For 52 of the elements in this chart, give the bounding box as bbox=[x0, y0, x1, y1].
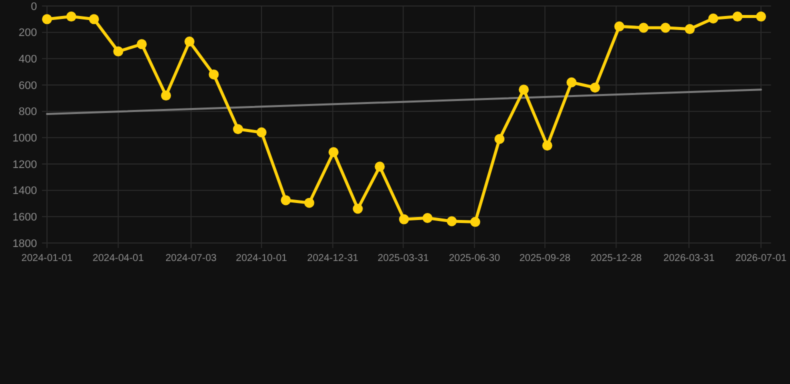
point bbox=[233, 124, 244, 134]
point bbox=[304, 198, 314, 208]
point bbox=[494, 134, 505, 144]
point bbox=[684, 24, 695, 34]
point bbox=[590, 82, 600, 93]
point bbox=[88, 14, 99, 24]
y-tick-label: 600 bbox=[18, 80, 37, 92]
x-tick-label: 2025-03-31 bbox=[378, 253, 430, 264]
y-tick-label: 1600 bbox=[12, 212, 37, 224]
point bbox=[446, 216, 457, 226]
y-tick-label: 0 bbox=[30, 0, 37, 13]
y-tick-label: 200 bbox=[18, 27, 37, 40]
y-tick-label: 1400 bbox=[12, 185, 37, 198]
point bbox=[542, 140, 552, 151]
x-tick-label: 2025-06-30 bbox=[448, 253, 500, 264]
y-tick-label: 1800 bbox=[12, 238, 37, 250]
point bbox=[352, 204, 363, 214]
x-tick-label: 2024-10-01 bbox=[236, 253, 288, 264]
point bbox=[566, 77, 577, 88]
x-tick-label: 2025-12-28 bbox=[590, 253, 642, 264]
point bbox=[470, 216, 480, 227]
point bbox=[732, 12, 743, 22]
x-tick-label: 2024-07-03 bbox=[165, 253, 218, 264]
point bbox=[184, 36, 194, 47]
point bbox=[518, 84, 529, 95]
point bbox=[708, 14, 718, 24]
y-tick-label: 1000 bbox=[12, 132, 37, 145]
x-tick-label: 2025-09-28 bbox=[519, 253, 571, 264]
y-tick-label: 400 bbox=[18, 54, 37, 66]
point bbox=[399, 214, 409, 224]
y-tick-label: 1200 bbox=[12, 158, 37, 171]
point bbox=[42, 14, 52, 24]
point bbox=[328, 147, 339, 158]
x-tick-label: 2024-01-01 bbox=[21, 253, 74, 264]
point bbox=[660, 22, 670, 33]
point bbox=[638, 22, 649, 33]
point bbox=[256, 127, 267, 138]
point bbox=[208, 69, 219, 80]
point bbox=[280, 195, 291, 206]
x-tick-label: 2026-07-01 bbox=[735, 253, 788, 264]
point bbox=[113, 46, 124, 56]
x-tick-label: 2024-12-31 bbox=[307, 253, 359, 264]
x-tick-label: 2026-03-31 bbox=[663, 253, 715, 264]
y-tick-label: 800 bbox=[18, 106, 37, 118]
point bbox=[136, 39, 147, 50]
point bbox=[756, 12, 766, 22]
point bbox=[614, 21, 624, 32]
x-tick-label: 2024-04-01 bbox=[92, 253, 144, 264]
point bbox=[422, 212, 432, 223]
point bbox=[66, 12, 76, 22]
point bbox=[374, 162, 385, 172]
point bbox=[161, 90, 171, 101]
